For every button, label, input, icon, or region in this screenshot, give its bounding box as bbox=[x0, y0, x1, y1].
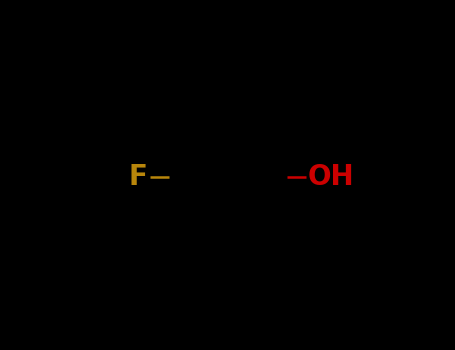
Text: OH: OH bbox=[308, 163, 354, 191]
Text: F: F bbox=[129, 163, 147, 191]
